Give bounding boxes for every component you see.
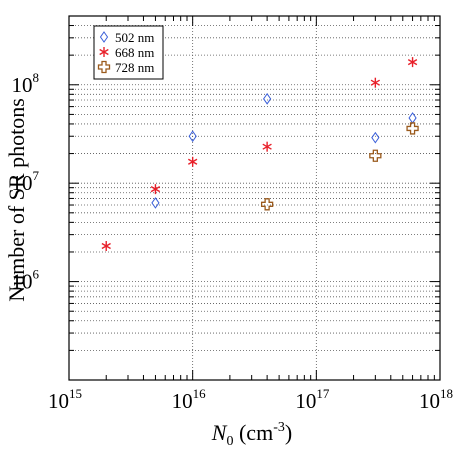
x-tick-label: 1017 xyxy=(295,386,330,413)
point-668-nm xyxy=(101,240,111,251)
legend-label: 668 nm xyxy=(115,45,154,60)
point-668-nm xyxy=(150,184,161,195)
x-axis-label-sub: 0 xyxy=(226,434,233,449)
point-668-nm xyxy=(187,156,198,167)
plot-frame xyxy=(68,15,441,381)
point-502-nm xyxy=(151,197,160,209)
y-axis-label: Number of SR photons xyxy=(4,98,29,302)
x-tick-label: 1018 xyxy=(419,386,453,413)
point-728-nm xyxy=(406,122,419,135)
point-728-nm xyxy=(369,149,382,162)
legend-marker-668-nm xyxy=(99,47,109,57)
point-502-nm xyxy=(188,130,197,143)
legend-label: 502 nm xyxy=(115,30,154,45)
point-502-nm xyxy=(408,112,417,124)
y-tick-label: 106 xyxy=(12,267,40,294)
x-tick-label: 1016 xyxy=(172,386,207,413)
point-728-nm xyxy=(260,198,274,211)
point-668-nm xyxy=(370,77,381,88)
y-tick-label: 108 xyxy=(12,70,40,97)
y-tick-labels: 106 107 108 xyxy=(12,70,40,294)
point-668-nm xyxy=(407,57,418,68)
y-tick-label: 107 xyxy=(12,168,40,195)
x-tick-label: 1015 xyxy=(48,386,82,413)
legend-marker-502-nm xyxy=(99,31,109,43)
x-axis-label-base: N xyxy=(211,420,228,445)
x-axis-label-unit-close: ) xyxy=(285,420,292,445)
x-axis-label: N0 (cm-3) xyxy=(211,420,292,449)
point-668-nm xyxy=(262,141,272,152)
legend-label: 728 nm xyxy=(115,60,154,75)
x-tick-labels: 1015 1016 1017 1018 xyxy=(48,386,453,413)
x-axis-label-unit: (cm xyxy=(233,420,273,445)
data-points xyxy=(101,57,419,251)
legend-marker-728-nm xyxy=(97,60,111,74)
x-axis-label-unit-exp: -3 xyxy=(273,420,285,435)
point-502-nm xyxy=(263,92,272,105)
point-502-nm xyxy=(371,131,380,144)
